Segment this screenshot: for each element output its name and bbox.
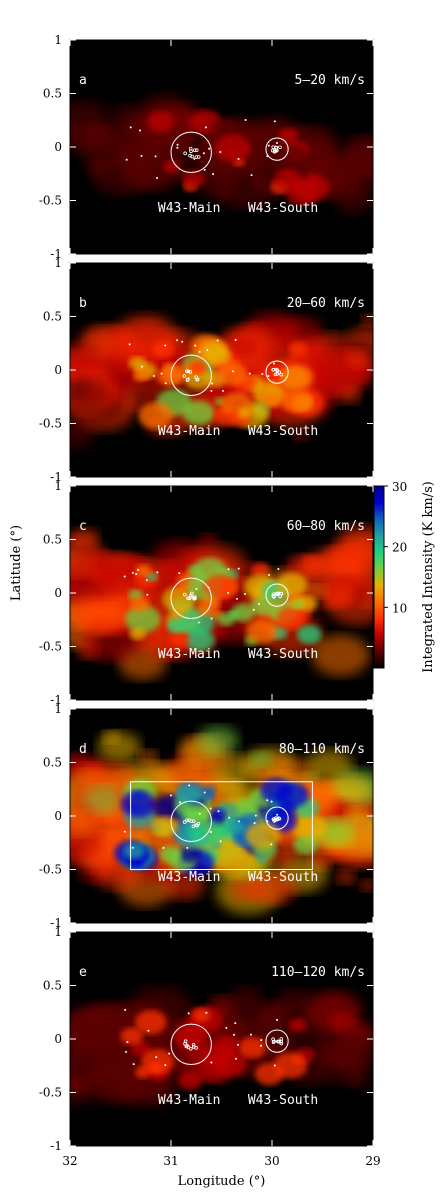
colorbar-tick-label: 30 <box>392 480 407 494</box>
region-label: W43-Main <box>158 424 221 439</box>
y-axis-title: Latitude (°) <box>9 525 24 601</box>
region-label: W43-Main <box>158 647 221 662</box>
y-tick-label: 1 <box>54 925 62 939</box>
emission-map <box>70 92 373 214</box>
y-tick-label: -1 <box>50 1139 62 1153</box>
panel-letter: a <box>79 73 87 88</box>
colorbar-tick-label: 10 <box>392 601 407 615</box>
colorbar-tick-label: 20 <box>392 541 407 555</box>
emission-map <box>70 311 373 449</box>
region-circle-w43-main <box>170 354 212 397</box>
panel-letter: b <box>79 296 87 311</box>
y-tick-label: 1 <box>54 256 62 270</box>
region-circle-w43-main <box>170 131 212 174</box>
x-axis-title: Longitude (°) <box>178 1174 266 1189</box>
x-tick-label: 29 <box>365 1154 380 1168</box>
region-label: W43-Main <box>158 201 221 216</box>
region-circle-w43-south <box>265 137 289 161</box>
y-tick-label: 0 <box>54 809 62 823</box>
panel-letter: d <box>79 742 87 757</box>
y-tick-label: 0.5 <box>43 756 62 770</box>
y-tick-label: -1 <box>50 247 62 261</box>
x-tick-label: 32 <box>62 1154 77 1168</box>
x-tick-label: 31 <box>163 1154 178 1168</box>
region-circle-w43-main <box>170 800 212 843</box>
y-tick-label: 0 <box>54 140 62 154</box>
y-tick-label: -1 <box>50 470 62 484</box>
y-tick-label: 0 <box>54 363 62 377</box>
panel-a: W43-Main W43-South a 5–20 km/s 1 0.5 0 -0.5 -1 <box>39 33 374 261</box>
region-circle-w43-main <box>170 577 212 620</box>
colorbar-title: Integrated Intensity (K km/s) <box>421 481 436 673</box>
emission-map <box>70 725 373 915</box>
region-circle-w43-south <box>265 806 289 830</box>
region-label: W43-South <box>248 201 318 216</box>
panel-letter: c <box>79 519 87 534</box>
y-tick-label: -0.5 <box>39 417 62 431</box>
y-tick-label: -0.5 <box>39 863 62 877</box>
velocity-range-label: 20–60 km/s <box>287 296 365 311</box>
panel-d: W43-Main W43-South d 80–110 km/s 1 0.5 0 -0.5 -1 <box>39 702 374 930</box>
region-label: W43-Main <box>158 870 221 885</box>
emission-map <box>70 985 373 1108</box>
velocity-range-label: 60–80 km/s <box>287 519 365 534</box>
region-circle-w43-main <box>170 1023 212 1066</box>
y-tick-label: 0 <box>54 586 62 600</box>
y-tick-label: 0 <box>54 1032 62 1046</box>
y-tick-label: -0.5 <box>39 640 62 654</box>
y-tick-label: -0.5 <box>39 194 62 208</box>
panel-e: W43-Main W43-South e 110–120 km/s 1 0.5 0 -0.5 -… <box>39 925 374 1153</box>
y-tick-label: 0.5 <box>43 87 62 101</box>
region-label: W43-Main <box>158 1093 221 1108</box>
y-tick-label: 1 <box>54 702 62 716</box>
y-tick-label: 0.5 <box>43 310 62 324</box>
y-tick-label: 1 <box>54 479 62 493</box>
region-label: W43-South <box>248 1093 318 1108</box>
y-tick-label: -1 <box>50 916 62 930</box>
x-tick-label: 30 <box>264 1154 279 1168</box>
region-circle-w43-south <box>265 360 289 384</box>
y-tick-label: 1 <box>54 33 62 47</box>
region-circle-w43-south <box>265 583 289 607</box>
region-circle-w43-south <box>265 1029 289 1053</box>
velocity-range-label: 5–20 km/s <box>295 73 365 88</box>
panel-c: W43-Main W43-South c 60–80 km/s 1 0.5 0 -0.5 -1 <box>39 479 374 707</box>
analysis-box <box>130 781 313 871</box>
colorbar <box>373 485 385 669</box>
panel-b: W43-Main W43-South b 20–60 km/s 1 0.5 0 -0.5 -1 <box>39 256 374 484</box>
y-tick-label: -0.5 <box>39 1086 62 1100</box>
region-label: W43-South <box>248 424 318 439</box>
y-tick-label: 0.5 <box>43 979 62 993</box>
velocity-range-label: 80–110 km/s <box>279 742 365 757</box>
region-label: W43-South <box>248 647 318 662</box>
panel-letter: e <box>79 965 87 980</box>
y-tick-label: -1 <box>50 693 62 707</box>
y-tick-label: 0.5 <box>43 533 62 547</box>
velocity-range-label: 110–120 km/s <box>271 965 365 980</box>
region-label: W43-South <box>248 870 318 885</box>
